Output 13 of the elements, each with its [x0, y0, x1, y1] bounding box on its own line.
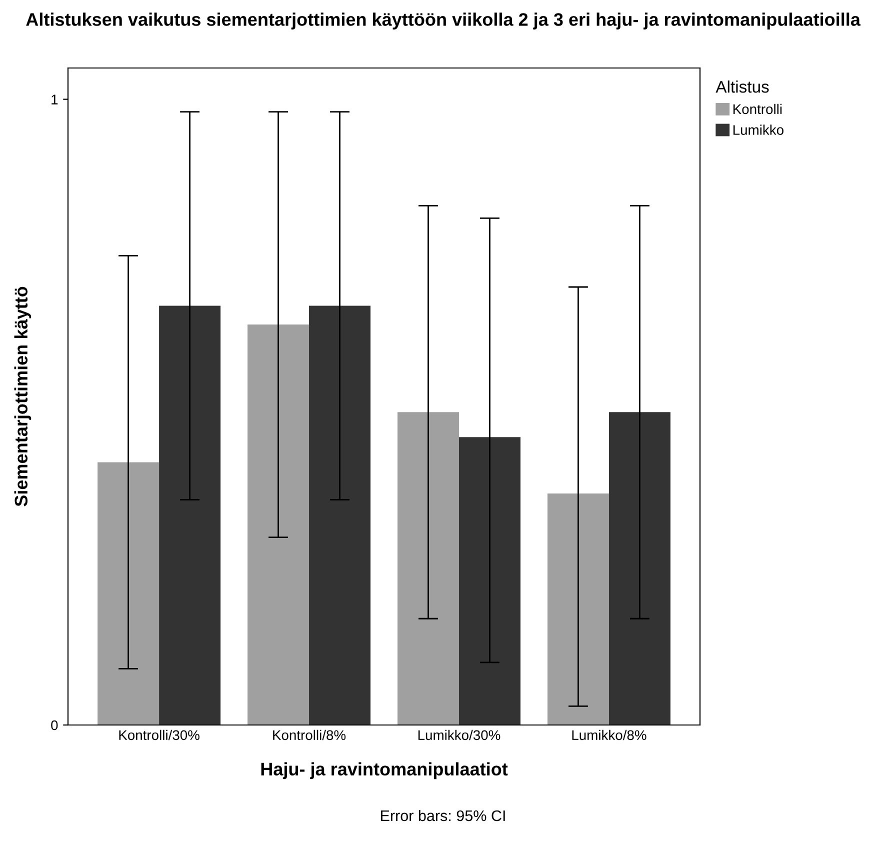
x-tick-label: Kontrolli/8% — [273, 730, 346, 740]
legend-label: Kontrolli — [733, 104, 782, 114]
y-axis-title: Siementarjottimien käyttö — [14, 286, 32, 506]
chart-title: Altistuksen vaikutus siementarjottimien käyttöön viikolla 2 ja 3 eri haju- ja ravintomanipulaatioilla — [26, 12, 861, 30]
x-axis-title: Haju- ja ravintomanipulaatiot — [261, 762, 508, 780]
x-tick-label: Lumikko/8% — [572, 730, 646, 740]
x-tick-label: Kontrolli/30% — [119, 730, 200, 740]
y-tick-label: 0 — [51, 720, 58, 730]
legend-title: Altistus — [716, 80, 769, 93]
x-tick-label: Lumikko/30% — [418, 730, 500, 740]
legend-label: Lumikko — [733, 124, 784, 135]
y-tick-label: 1 — [52, 94, 58, 104]
text: Error bars: 95% CI — [381, 810, 505, 822]
